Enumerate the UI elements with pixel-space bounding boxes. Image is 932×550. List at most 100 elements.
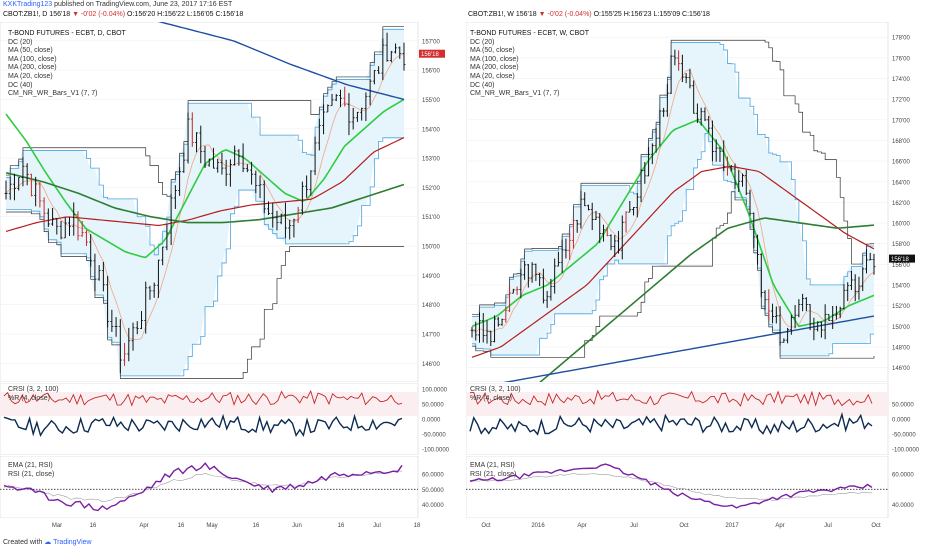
right-ema-legend: EMA (21, RSI) RSI (21, close) (470, 462, 516, 479)
crsi-line (3, 389, 403, 407)
price-tick-label: 150'00 (422, 245, 440, 251)
osc-tick-label: 0.0000 (422, 418, 441, 424)
author-link[interactable]: KXKTrading123 (3, 1, 53, 8)
left-crsi-legend-item: %R (4, close) (8, 394, 51, 402)
right-legend-item: DC (20) (470, 38, 495, 46)
right-legend-item: MA (200, close) (470, 64, 519, 72)
left-legend-item: MA (200, close) (8, 64, 57, 72)
publish-info: published on TradingView.com, June 23, 2… (54, 1, 233, 8)
price-tick-label: 178'00 (892, 36, 910, 42)
price-tick-label: 153'00 (422, 157, 440, 163)
left-symbol[interactable]: CBOT:ZB1!, D (3, 11, 48, 18)
footer-brand[interactable]: TradingView (53, 539, 92, 546)
osc-frame (0, 456, 419, 518)
left-crsi-panel[interactable]: 100.0000 50.0000 0.0000 -50.0000 -100.0000 (0, 383, 462, 455)
left-change: ▼ -0'02 (-0.04%) (72, 11, 126, 18)
trend-line (503, 315, 875, 382)
donchian-upper (472, 42, 874, 317)
osc-tick-label: -50.0000 (422, 433, 446, 439)
price-tick-label: 155'00 (422, 98, 440, 104)
price-tick-label: 154'00 (422, 127, 440, 133)
right-change: ▼ -0'02 (-0.04%) (538, 11, 592, 18)
osc-frame (466, 456, 889, 518)
donchian-channel-fill (6, 29, 404, 376)
right-crsi-legend: CRSI (3, 2, 100) %R (4, close) (470, 386, 521, 403)
footer-created: Created with (3, 539, 43, 546)
time-tick-label: Jul (373, 523, 381, 529)
donchian40-lower (6, 211, 404, 379)
price-tick-label: 172'00 (892, 98, 910, 104)
time-tick-label: Apr (577, 523, 586, 529)
osc-tick-label: -100.0000 (892, 448, 920, 454)
right-ema-legend-item: EMA (21, RSI) (470, 462, 515, 469)
right-legend-item: T-BOND FUTURES - ECBT, W, CBOT (470, 30, 590, 37)
time-tick-label: Oct (871, 523, 881, 529)
right-legend-item: MA (100, close) (470, 55, 519, 63)
right-price-chart[interactable]: 178'00 176'00 174'00 172'00 170'00 168'00 166'… (466, 22, 932, 382)
osc-tick-label: 60.0000 (422, 473, 444, 479)
time-tick-label: Apr (139, 523, 148, 529)
price-tick-label: 156'00 (892, 263, 910, 269)
donchian40-upper (472, 39, 874, 315)
time-tick-label: Jul (824, 523, 832, 529)
right-crsi-panel[interactable]: 50.0000 0.0000 -50.0000 -100.0000 (466, 383, 932, 455)
time-tick-label: Apr (775, 523, 784, 529)
left-time-axis: Mar 16 Apr 16 May 16 Jun 16 Jul 18 (52, 523, 421, 529)
ema-rsi-line (3, 470, 403, 503)
right-time-axis: Oct 2016 Apr Jul Oct 2017 Apr Jul Oct (481, 523, 881, 529)
crsi-line (469, 389, 873, 407)
right-ema-legend-item: RSI (21, close) (470, 470, 517, 478)
right-ema-panel[interactable]: 60.0000 40.0000 (466, 456, 932, 518)
left-ema-legend: EMA (21, RSI) RSI (21, close) (8, 462, 54, 479)
left-ema-panel[interactable]: 60.0000 50.0000 40.0000 (0, 456, 462, 518)
ma200-line (539, 217, 875, 382)
osc-tick-label: -50.0000 (892, 433, 916, 439)
tradingview-logo-icon[interactable]: ☁ (44, 539, 52, 546)
price-tick-label: 154'00 (892, 284, 910, 290)
last-price-label: 156'18 (891, 257, 909, 263)
donchian40-upper (6, 26, 404, 197)
left-legend-item: MA (100, close) (8, 55, 57, 63)
donchian-lower (472, 133, 874, 357)
ma100-line (5, 137, 405, 232)
price-tick-label: 152'00 (892, 304, 910, 310)
time-tick-label: 16 (253, 523, 260, 529)
right-crsi-legend-item: %R (4, close) (470, 394, 513, 402)
price-tick-label: 149'00 (422, 274, 440, 280)
williams-r-line (3, 413, 403, 438)
ma20-line (5, 53, 405, 340)
price-tick-label: 148'00 (892, 346, 910, 352)
left-legend: T-BOND FUTURES - ECBT, D, CBOT DC (20) MA … (8, 30, 126, 99)
trend-line (157, 22, 405, 101)
footer: Created with ☁ TradingView (0, 536, 932, 550)
price-tick-label: 157'00 (422, 39, 440, 45)
price-tick-label: 156'00 (422, 69, 440, 75)
time-tick-label: 16 (338, 523, 345, 529)
price-tick-label: 158'00 (892, 242, 910, 248)
price-tick-label: 152'00 (422, 186, 440, 192)
left-symbol-line: CBOT:ZB1!, D 156'18 ▼ -0'02 (-0.04%) O:1… (3, 10, 243, 20)
left-ema-legend-item: EMA (21, RSI) (8, 462, 53, 469)
left-legend-item: DC (20) (8, 38, 33, 46)
right-ohlc: O:155'25 H:156'23 L:155'09 C:156'18 (593, 11, 710, 18)
price-tick-label: 170'00 (892, 118, 910, 124)
rsi-line (469, 463, 873, 509)
right-legend: T-BOND FUTURES - ECBT, W, CBOT DC (20) MA … (470, 30, 589, 99)
left-legend-item: MA (20, close) (8, 72, 53, 80)
right-legend-item: DC (40) (470, 81, 495, 89)
osc-tick-label: 40.0000 (422, 503, 444, 509)
time-tick-label: 2016 (531, 523, 545, 529)
time-tick-label: Mar (52, 523, 62, 529)
price-tick-label: 176'00 (892, 56, 910, 62)
left-price-chart[interactable]: 157'00 156'00 155'00 154'00 153'00 152'00 151'… (0, 22, 462, 382)
left-ohlc: O:156'20 H:156'22 L:156'05 C:156'18 (127, 11, 244, 18)
rsi-line (3, 462, 403, 512)
right-crsi-legend-item: CRSI (3, 2, 100) (470, 386, 521, 393)
osc-tick-label: 50.0000 (422, 403, 444, 409)
right-symbol[interactable]: CBOT:ZB1!, W (468, 11, 514, 18)
left-ema-legend-item: RSI (21, close) (8, 470, 55, 478)
right-symbol-line: CBOT:ZB1!, W 156'18 ▼ -0'02 (-0.04%) O:1… (468, 10, 710, 20)
time-tick-label: 18 (414, 523, 421, 529)
ma50-line (471, 119, 875, 328)
osc-band (0, 392, 418, 416)
